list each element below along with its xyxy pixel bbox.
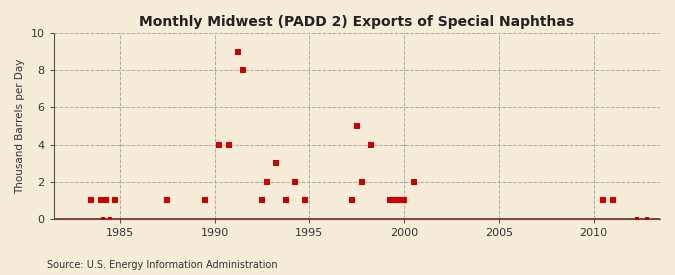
Point [200,198,211,203]
Point [97,217,108,221]
Point [105,217,116,221]
Point [86,198,97,203]
Point [356,180,367,184]
Point [101,198,111,203]
Point [352,124,362,128]
Text: Source: U.S. Energy Information Administration: Source: U.S. Energy Information Administ… [47,260,278,270]
Point [256,198,267,203]
Point [261,180,272,184]
Point [598,198,609,203]
Point [389,198,400,203]
Point [280,198,291,203]
Title: Monthly Midwest (PADD 2) Exports of Special Naphthas: Monthly Midwest (PADD 2) Exports of Spec… [139,15,574,29]
Point [233,49,244,54]
Point [96,198,107,203]
Point [290,180,300,184]
Point [214,142,225,147]
Point [271,161,281,165]
Y-axis label: Thousand Barrels per Day: Thousand Barrels per Day [15,58,25,194]
Point [394,198,405,203]
Point [641,217,652,221]
Point [366,142,377,147]
Point [632,217,643,221]
Point [299,198,310,203]
Point [399,198,410,203]
Point [238,68,248,72]
Point [408,180,419,184]
Point [110,198,121,203]
Point [347,198,358,203]
Point [608,198,618,203]
Point [223,142,234,147]
Point [385,198,396,203]
Point [162,198,173,203]
